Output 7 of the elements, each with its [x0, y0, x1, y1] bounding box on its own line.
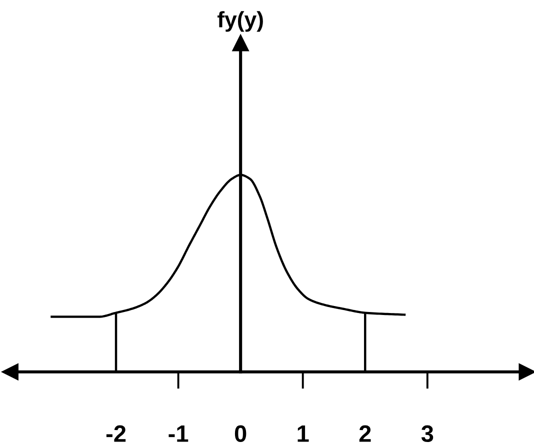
- x-tick-label: 1: [298, 426, 309, 442]
- x-tick-label: 0: [234, 425, 246, 442]
- text: fy(y): [218, 11, 263, 32]
- x-tick-label: 2: [359, 425, 371, 442]
- x-tick-label: -2: [106, 425, 126, 442]
- x-tick-label: -1: [168, 426, 188, 442]
- x-tick-label: 3: [421, 425, 434, 442]
